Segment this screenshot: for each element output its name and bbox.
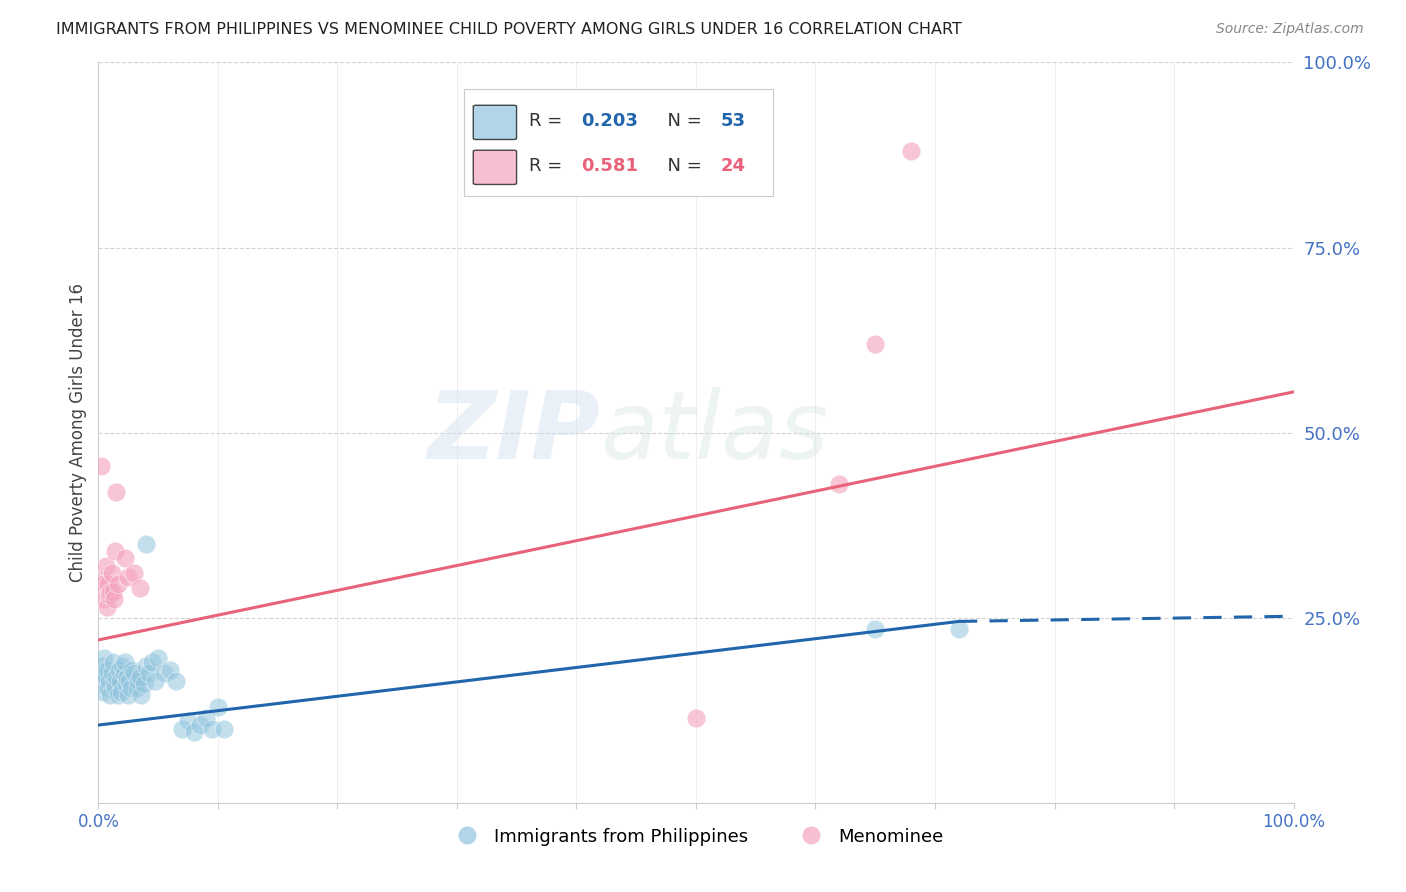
Point (153, 666, 176, 681)
Point (100, 566, 122, 581)
Point (112, 666, 135, 681)
Point (124, 566, 146, 581)
Point (105, 670, 128, 684)
Text: R =: R = (529, 112, 568, 130)
Text: N =: N = (655, 112, 707, 130)
Point (114, 655, 136, 669)
Point (107, 689, 129, 703)
Point (103, 677, 125, 691)
Point (91, 658, 114, 673)
Point (129, 670, 152, 684)
Point (135, 536, 157, 550)
Point (97, 681, 120, 695)
FancyBboxPatch shape (474, 150, 516, 185)
Point (104, 544, 127, 558)
Point (96, 663, 118, 677)
Point (94, 670, 117, 684)
Point (865, 622, 887, 636)
Text: ZIP: ZIP (427, 386, 600, 479)
Point (90, 677, 112, 691)
Point (121, 663, 143, 677)
Point (91, 577, 114, 591)
Point (117, 689, 139, 703)
Text: 0.203: 0.203 (582, 112, 638, 130)
Text: 53: 53 (721, 112, 745, 130)
Point (93, 651, 115, 665)
Point (90, 458, 112, 473)
Text: R =: R = (529, 157, 568, 175)
Point (98, 589, 121, 603)
Point (97, 577, 120, 591)
Point (100, 666, 122, 681)
Point (135, 658, 157, 673)
Point (98, 584, 122, 599)
Text: Source: ZipAtlas.com: Source: ZipAtlas.com (1216, 22, 1364, 37)
Point (188, 718, 211, 732)
Point (148, 651, 170, 665)
Point (111, 658, 134, 673)
Point (172, 722, 194, 736)
Point (138, 666, 160, 681)
Point (101, 584, 124, 599)
Point (159, 663, 181, 677)
Point (828, 477, 851, 491)
Point (132, 677, 155, 691)
Point (118, 673, 141, 688)
Text: 0.581: 0.581 (582, 157, 638, 175)
Point (91, 574, 114, 588)
Y-axis label: Child Poverty Among Girls Under 16: Child Poverty Among Girls Under 16 (69, 283, 87, 582)
Point (865, 336, 887, 351)
Point (98, 689, 122, 703)
Point (96, 599, 118, 614)
Point (120, 681, 142, 695)
Point (104, 681, 127, 695)
Point (124, 666, 146, 681)
Point (105, 484, 128, 499)
Text: IMMIGRANTS FROM PHILIPPINES VS MENOMINEE CHILD POVERTY AMONG GIRLS UNDER 16 CORR: IMMIGRANTS FROM PHILIPPINES VS MENOMINEE… (56, 22, 962, 37)
Point (93, 592, 115, 607)
Point (201, 722, 224, 736)
Text: 24: 24 (721, 157, 745, 175)
Point (948, 622, 970, 636)
Point (195, 711, 218, 725)
Point (98, 673, 121, 688)
Point (114, 551, 136, 566)
Text: N =: N = (655, 157, 707, 175)
Point (108, 673, 131, 688)
Point (177, 714, 200, 729)
Point (131, 689, 153, 703)
Point (101, 655, 124, 669)
Legend: Immigrants from Philippines, Menominee: Immigrants from Philippines, Menominee (441, 821, 950, 853)
Point (110, 685, 132, 699)
Point (212, 722, 235, 736)
Point (129, 581, 152, 595)
Point (107, 663, 129, 677)
Point (143, 673, 166, 688)
Point (165, 673, 187, 688)
Point (117, 570, 139, 584)
Point (685, 711, 707, 725)
Point (183, 725, 205, 739)
Text: atlas: atlas (600, 387, 828, 478)
Point (94, 558, 117, 573)
Point (207, 699, 229, 714)
Point (141, 655, 163, 669)
Point (89, 666, 111, 681)
FancyBboxPatch shape (474, 105, 516, 139)
Point (125, 681, 148, 695)
Point (115, 677, 138, 691)
Point (115, 670, 138, 684)
Point (900, 145, 922, 159)
Point (107, 577, 129, 591)
Point (91, 685, 114, 699)
Point (103, 592, 125, 607)
Point (127, 673, 149, 688)
